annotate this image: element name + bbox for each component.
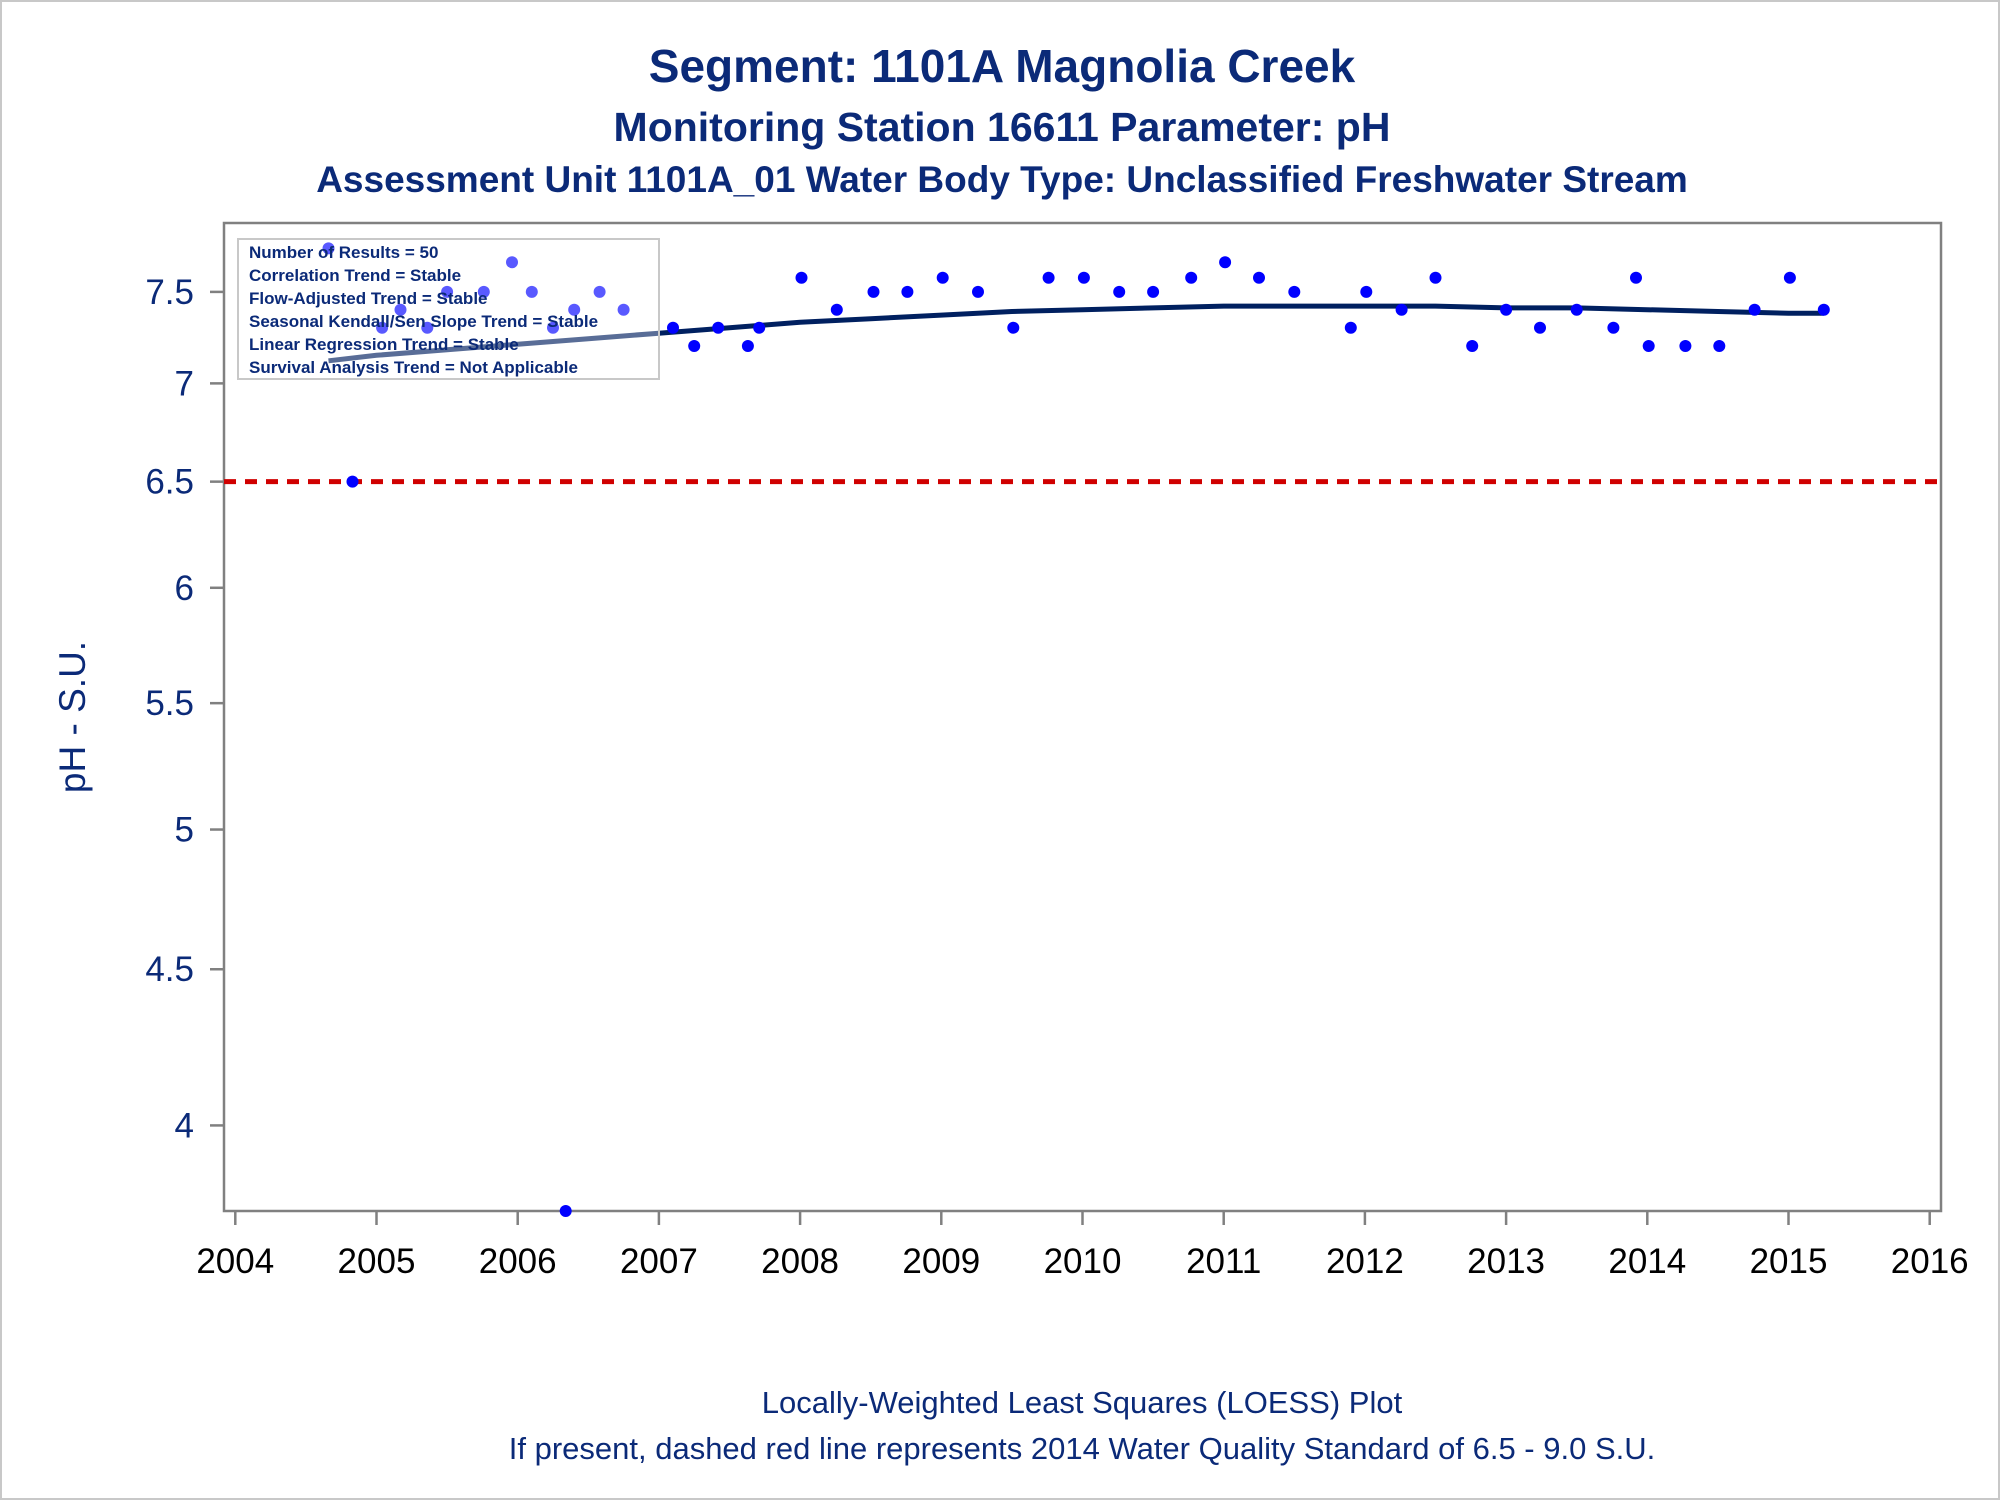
data-point xyxy=(1077,271,1090,284)
y-tick-label: 6 xyxy=(175,569,194,608)
data-point xyxy=(1748,303,1761,316)
stats-line-flow-adjusted: Flow-Adjusted Trend = Stable xyxy=(249,289,488,308)
stats-line-linear-regression: Linear Regression Trend = Stable xyxy=(249,335,519,354)
data-point xyxy=(1042,271,1055,284)
data-point xyxy=(1395,303,1408,316)
data-point xyxy=(1344,321,1357,334)
data-point xyxy=(1288,285,1301,298)
x-tick-label: 2008 xyxy=(761,1242,839,1281)
stats-box: Number of Results = 50 Correlation Trend… xyxy=(237,238,660,380)
stats-box-border xyxy=(237,238,660,380)
y-tick-label: 4 xyxy=(175,1106,194,1145)
x-axis: 2004 2005 2006 2007 2008 2009 2010 2011 2012 2013… xyxy=(196,1211,1969,1281)
y-tick-label: 5 xyxy=(175,811,194,850)
data-point xyxy=(867,285,880,298)
data-point xyxy=(936,271,949,284)
stats-line-correlation: Correlation Trend = Stable xyxy=(249,266,461,285)
y-tick-label: 5.5 xyxy=(145,684,194,723)
data-point xyxy=(1007,321,1020,334)
data-point xyxy=(972,285,984,298)
data-point xyxy=(1185,271,1198,284)
x-tick-label: 2011 xyxy=(1186,1242,1261,1281)
data-point xyxy=(1783,271,1796,284)
data-point xyxy=(322,242,335,255)
data-point xyxy=(477,285,490,298)
y-axis: 4 4.5 5 5.5 6 6.5 7 7.5 xyxy=(145,273,224,1145)
x-tick-label: 2016 xyxy=(1891,1242,1969,1281)
data-point xyxy=(712,321,725,334)
data-point xyxy=(1219,256,1232,269)
data-point xyxy=(1630,271,1642,284)
stats-line-survival: Survival Analysis Trend = Not Applicable xyxy=(249,358,578,377)
stats-line-count: Number of Results = 50 xyxy=(249,243,438,262)
data-point xyxy=(830,303,843,316)
data-point xyxy=(1360,285,1373,298)
stats-line-seasonal-kendall: Seasonal Kendall/Sen Slope Trend = Stabl… xyxy=(249,312,598,331)
chart-subtitle: Monitoring Station 16611 Parameter: pH xyxy=(614,104,1391,150)
x-tick-label: 2012 xyxy=(1326,1242,1404,1281)
data-point xyxy=(559,1205,572,1217)
data-point xyxy=(1113,285,1126,298)
y-tick-label: 6.5 xyxy=(145,463,194,502)
chart-subtitle-2: Assessment Unit 1101A_01 Water Body Type… xyxy=(316,159,1688,200)
data-point xyxy=(1534,321,1546,334)
x-tick-label: 2005 xyxy=(338,1242,416,1281)
y-tick-label: 7 xyxy=(175,364,194,403)
data-point xyxy=(617,303,630,316)
x-tick-label: 2014 xyxy=(1608,1242,1686,1281)
chart-title: Segment: 1101A Magnolia Creek xyxy=(649,40,1356,92)
footnote-loess: Locally-Weighted Least Squares (LOESS) P… xyxy=(762,1385,1403,1420)
x-tick-label: 2004 xyxy=(196,1242,274,1281)
y-tick-label: 7.5 xyxy=(145,273,194,312)
data-point xyxy=(1817,303,1830,316)
data-point xyxy=(667,321,679,334)
y-tick-label: 4.5 xyxy=(145,950,194,989)
data-point xyxy=(795,271,808,284)
data-points xyxy=(322,242,1830,1217)
y-axis-label: pH - S.U. xyxy=(52,641,93,793)
data-point xyxy=(1429,271,1442,284)
data-point xyxy=(1642,340,1655,352)
data-point xyxy=(901,285,914,298)
data-point xyxy=(1713,340,1726,352)
data-point xyxy=(1500,303,1513,316)
data-point xyxy=(1570,303,1583,316)
x-tick-label: 2010 xyxy=(1044,1242,1122,1281)
data-point xyxy=(741,340,754,352)
data-point xyxy=(1679,340,1692,352)
x-tick-label: 2015 xyxy=(1750,1242,1828,1281)
data-point xyxy=(688,340,701,352)
data-point xyxy=(525,285,538,298)
data-point xyxy=(753,321,766,334)
data-point xyxy=(421,321,434,334)
data-point xyxy=(1466,340,1479,352)
data-point xyxy=(376,321,389,334)
loess-trend-line xyxy=(328,303,1824,364)
x-tick-label: 2013 xyxy=(1467,1242,1545,1281)
x-tick-label: 2009 xyxy=(902,1242,980,1281)
data-point xyxy=(1607,321,1620,334)
data-point xyxy=(506,256,518,269)
data-point xyxy=(1147,285,1160,298)
data-point xyxy=(547,321,559,334)
data-point xyxy=(394,303,407,316)
x-tick-label: 2006 xyxy=(479,1242,557,1281)
data-point xyxy=(346,475,359,488)
footnote-standard: If present, dashed red line represents 2… xyxy=(509,1431,1656,1466)
data-point xyxy=(441,285,454,298)
data-point xyxy=(593,285,606,298)
x-tick-label: 2007 xyxy=(620,1242,698,1281)
data-point xyxy=(568,303,581,316)
data-point xyxy=(1253,271,1265,284)
